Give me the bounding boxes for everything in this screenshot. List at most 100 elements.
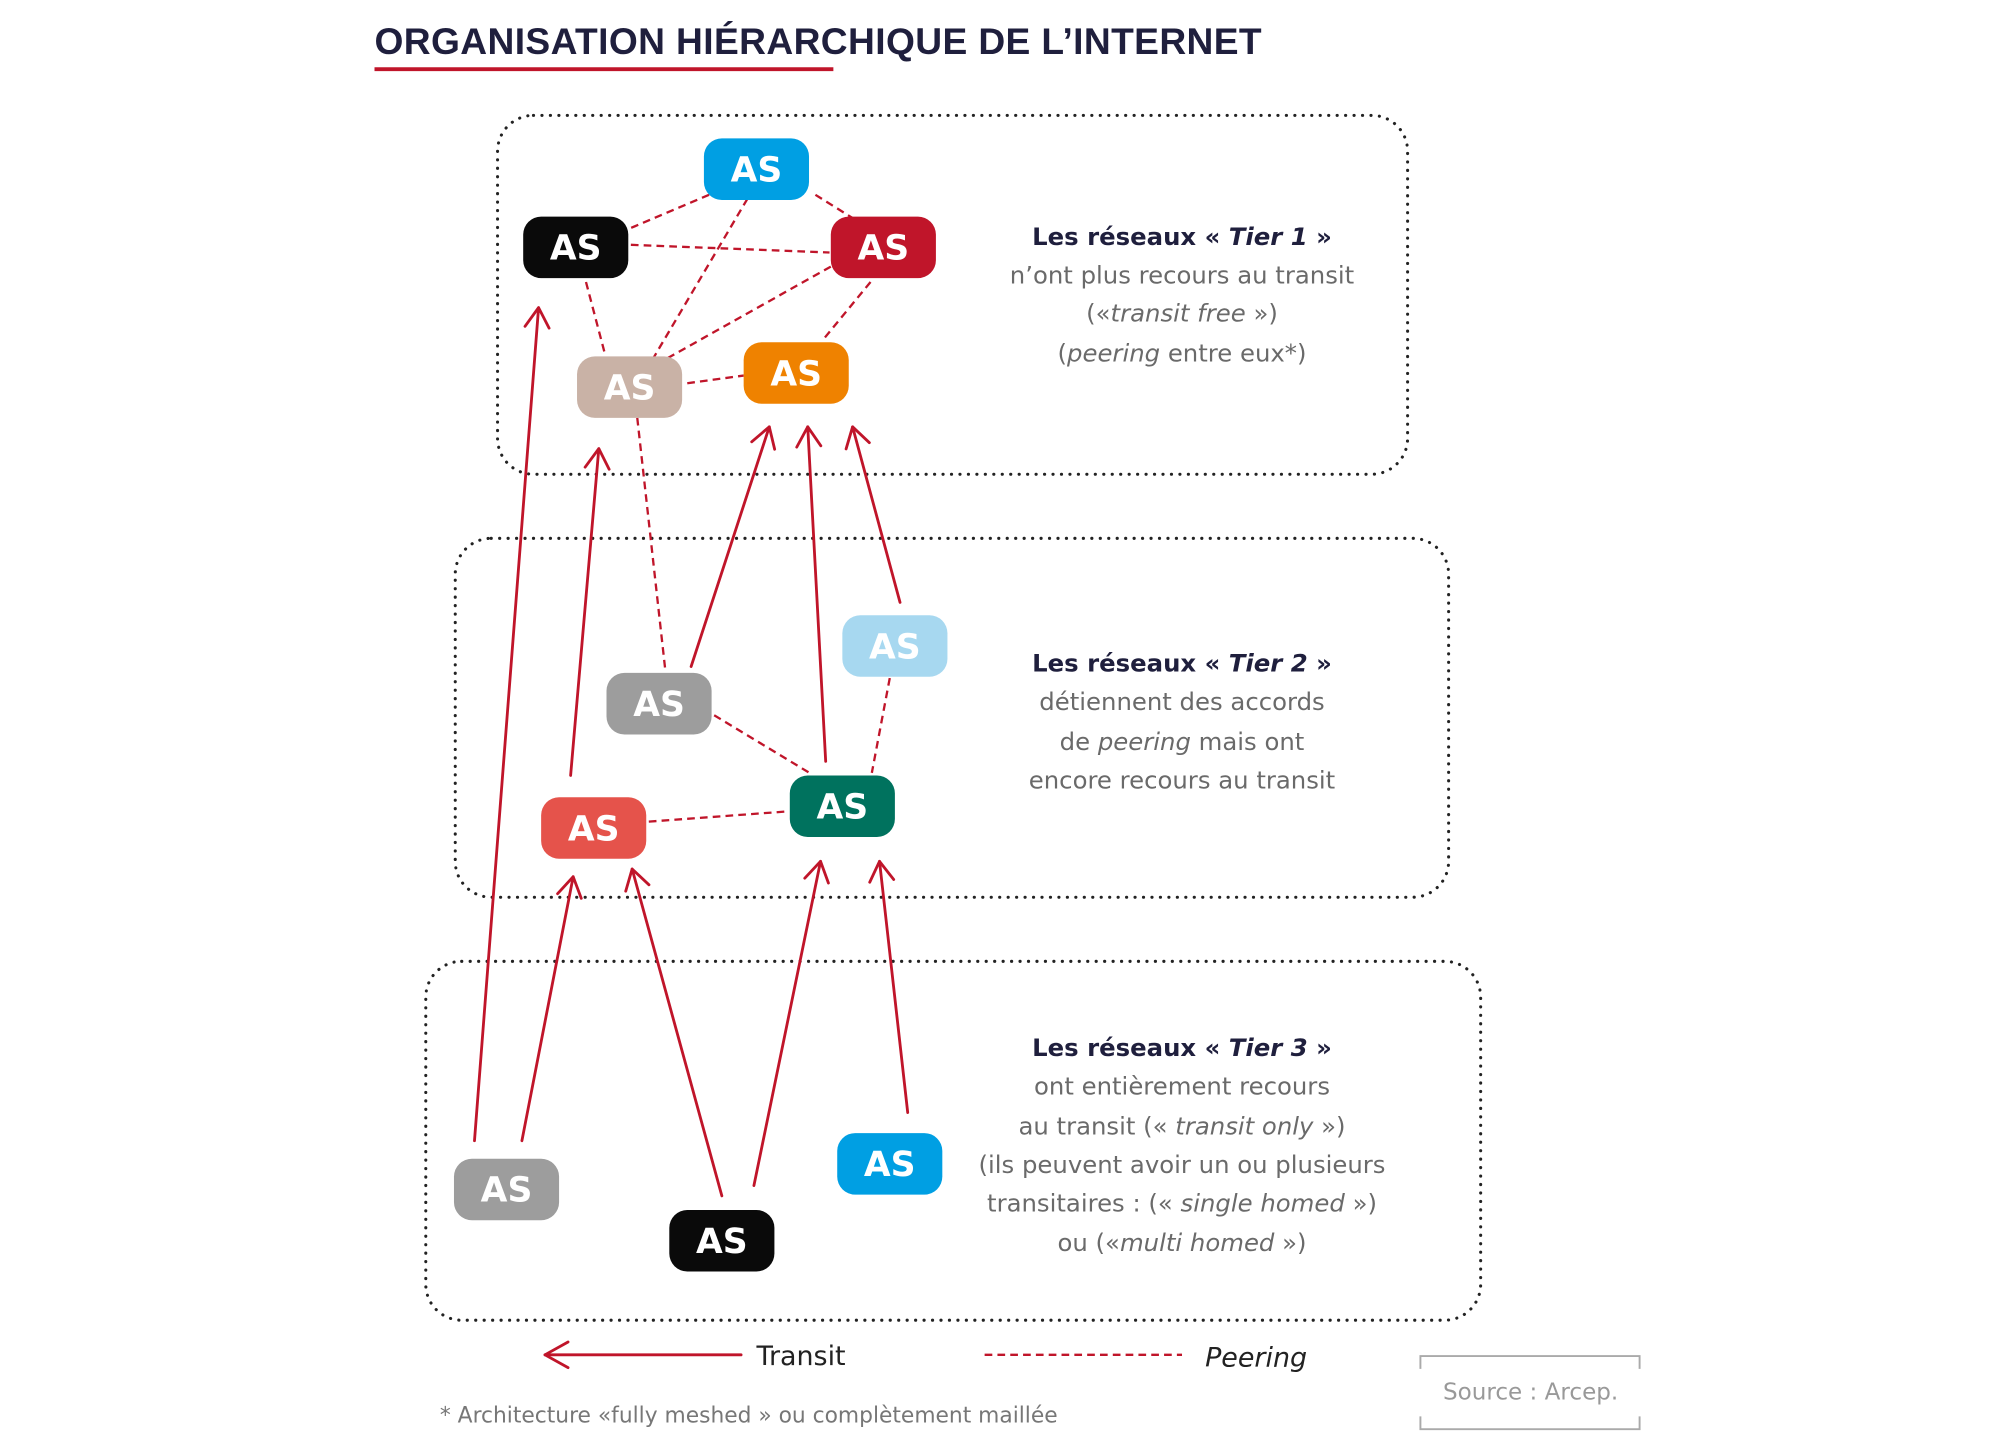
text-segment: Les réseaux « [1032, 222, 1229, 251]
text-segment: (ils peuvent avoir un ou plusieurs [979, 1150, 1386, 1179]
transit-link-t3-black-t2-coral [624, 867, 724, 1198]
as-node-t3-gray: AS [453, 1158, 560, 1221]
footnote: * Architecture «fully meshed » ou complè… [440, 1404, 1058, 1429]
peering-link-t1-black-t1-tan [584, 281, 607, 356]
text-segment: ») [1313, 1111, 1345, 1140]
as-node-t3-blue: AS [837, 1133, 943, 1195]
peering-link-t2-lightblue-t2-teal [870, 677, 891, 774]
arrowhead-icon [803, 859, 830, 885]
text-segment: n’ont plus recours au transit [1010, 260, 1354, 289]
text-segment: entre eux*) [1160, 338, 1306, 367]
text-segment: transitaires : (« [987, 1188, 1181, 1217]
text-segment: Les réseaux « [1032, 1033, 1229, 1062]
text-segment: encore recours au transit [1029, 765, 1335, 794]
text-segment: ») [1345, 1188, 1377, 1217]
as-label: AS [858, 229, 910, 269]
as-node-t2-gray: AS [606, 672, 712, 735]
transit-link-t3-gray-t2-coral [520, 875, 583, 1143]
legend-transit-arrowhead-icon [543, 1340, 570, 1370]
description-line: transitaires : (« single homed ») [987, 1188, 1377, 1217]
as-node-t1-orange: AS [743, 342, 849, 404]
page-title: ORGANISATION HIÉRARCHIQUE DE L’INTERNET [375, 20, 1263, 62]
text-segment: ») [1246, 299, 1278, 328]
as-node-t1-blue: AS [703, 138, 810, 200]
as-node-t1-black: AS [523, 216, 629, 279]
description-line: («transit free ») [1086, 299, 1278, 328]
as-node-t1-red: AS [830, 216, 936, 279]
as-label: AS [864, 1145, 916, 1185]
text-segment: » ou complètement maillée [751, 1404, 1057, 1429]
text-segment: peering [1066, 338, 1160, 367]
description-line: détiennent des accords [1039, 687, 1324, 716]
description-line: (peering entre eux*) [1058, 338, 1307, 367]
transit-link-t2-lightblue-t1-orange [844, 425, 902, 604]
text-segment: ou (« [1058, 1228, 1120, 1257]
peering-link-t2-gray-t2-teal [713, 714, 813, 776]
text-segment: ») [1274, 1228, 1306, 1257]
as-nodes: AS AS AS AS AS AS AS AS AS AS AS AS [453, 138, 948, 1272]
text-segment: transit free [1111, 299, 1246, 328]
text-segment: ont entièrement recours [1034, 1072, 1330, 1101]
description-line: Les réseaux « Tier 2 » [1032, 649, 1332, 678]
as-label: AS [816, 788, 868, 828]
as-label: AS [604, 368, 656, 408]
peering-link-t1-red-t1-orange [822, 281, 872, 341]
description-line: ou («multi homed ») [1058, 1228, 1307, 1257]
peering-link-t1-tan-t1-orange [687, 374, 744, 385]
tier2-description: Les réseaux « Tier 2 » détiennent des acc… [1029, 649, 1335, 795]
legend-transit-label: Transit [755, 1341, 845, 1372]
description-line: au transit (« transit only ») [1018, 1111, 1345, 1140]
as-label: AS [481, 1171, 533, 1211]
text-segment: » [1308, 649, 1332, 678]
description-line: Les réseaux « Tier 1 » [1032, 222, 1332, 251]
transit-link-t3-black-t2-teal [752, 859, 830, 1188]
text-segment: Tier 1 [1229, 222, 1308, 251]
as-label: AS [568, 809, 620, 849]
arrowhead-icon [868, 859, 896, 884]
description-line: de peering mais ont [1060, 727, 1305, 756]
transit-link-t2-teal-t1-orange [795, 425, 828, 763]
text-segment: multi homed [1120, 1228, 1275, 1257]
as-node-t1-tan: AS [577, 356, 683, 418]
text-segment: ( [1058, 338, 1068, 367]
transit-link-t2-gray-t1-orange [689, 425, 777, 668]
peering-link-t1-blue-t1-black [623, 193, 710, 232]
arrowhead-icon [750, 425, 777, 451]
tier-descriptions: Les réseaux « Tier 1 » n’ont plus recours… [979, 222, 1386, 1257]
text-segment: peering [1097, 727, 1191, 756]
text-segment: » [1308, 222, 1332, 251]
text-segment: transit only [1175, 1111, 1314, 1140]
text-segment: fully meshed [611, 1404, 751, 1429]
text-segment: Les réseaux « [1032, 649, 1229, 678]
peering-link-t1-blue-t1-red [814, 193, 858, 222]
tier1-box [496, 113, 1410, 476]
description-line: n’ont plus recours au transit [1010, 260, 1354, 289]
transit-link-t3-blue-t2-teal [868, 859, 910, 1114]
description-line: Les réseaux « Tier 3 » [1032, 1033, 1332, 1062]
as-label: AS [696, 1222, 748, 1262]
peering-link-t2-coral-t2-teal [648, 810, 789, 823]
as-label: AS [770, 354, 822, 394]
arrowhead-icon [556, 875, 583, 900]
as-node-t2-coral: AS [541, 797, 647, 859]
peering-link-t1-blue-t1-tan [650, 198, 749, 363]
peering-link-t1-black-t1-red [630, 243, 830, 254]
tier1-description: Les réseaux « Tier 1 » n’ont plus recours… [1010, 222, 1354, 368]
source-label: Source : Arcep. [1443, 1380, 1618, 1406]
as-node-t3-black: AS [669, 1209, 775, 1272]
arrowhead-icon [583, 447, 611, 471]
text-segment: » [1308, 1033, 1332, 1062]
text-segment: détiennent des accords [1039, 687, 1324, 716]
text-segment: Tier 3 [1229, 1033, 1308, 1062]
text-segment: (« [1086, 299, 1110, 328]
source-box: Source : Arcep. [1419, 1355, 1641, 1431]
peering-link-t1-tan-t2-gray [636, 417, 667, 672]
arrowhead-icon [844, 425, 871, 451]
text-segment: au transit (« [1018, 1111, 1175, 1140]
as-label: AS [633, 685, 685, 725]
transit-links [473, 306, 910, 1198]
transit-link-t3-gray-t1-black [473, 306, 551, 1143]
text-segment: mais ont [1191, 727, 1304, 756]
arrowhead-icon [624, 867, 651, 893]
